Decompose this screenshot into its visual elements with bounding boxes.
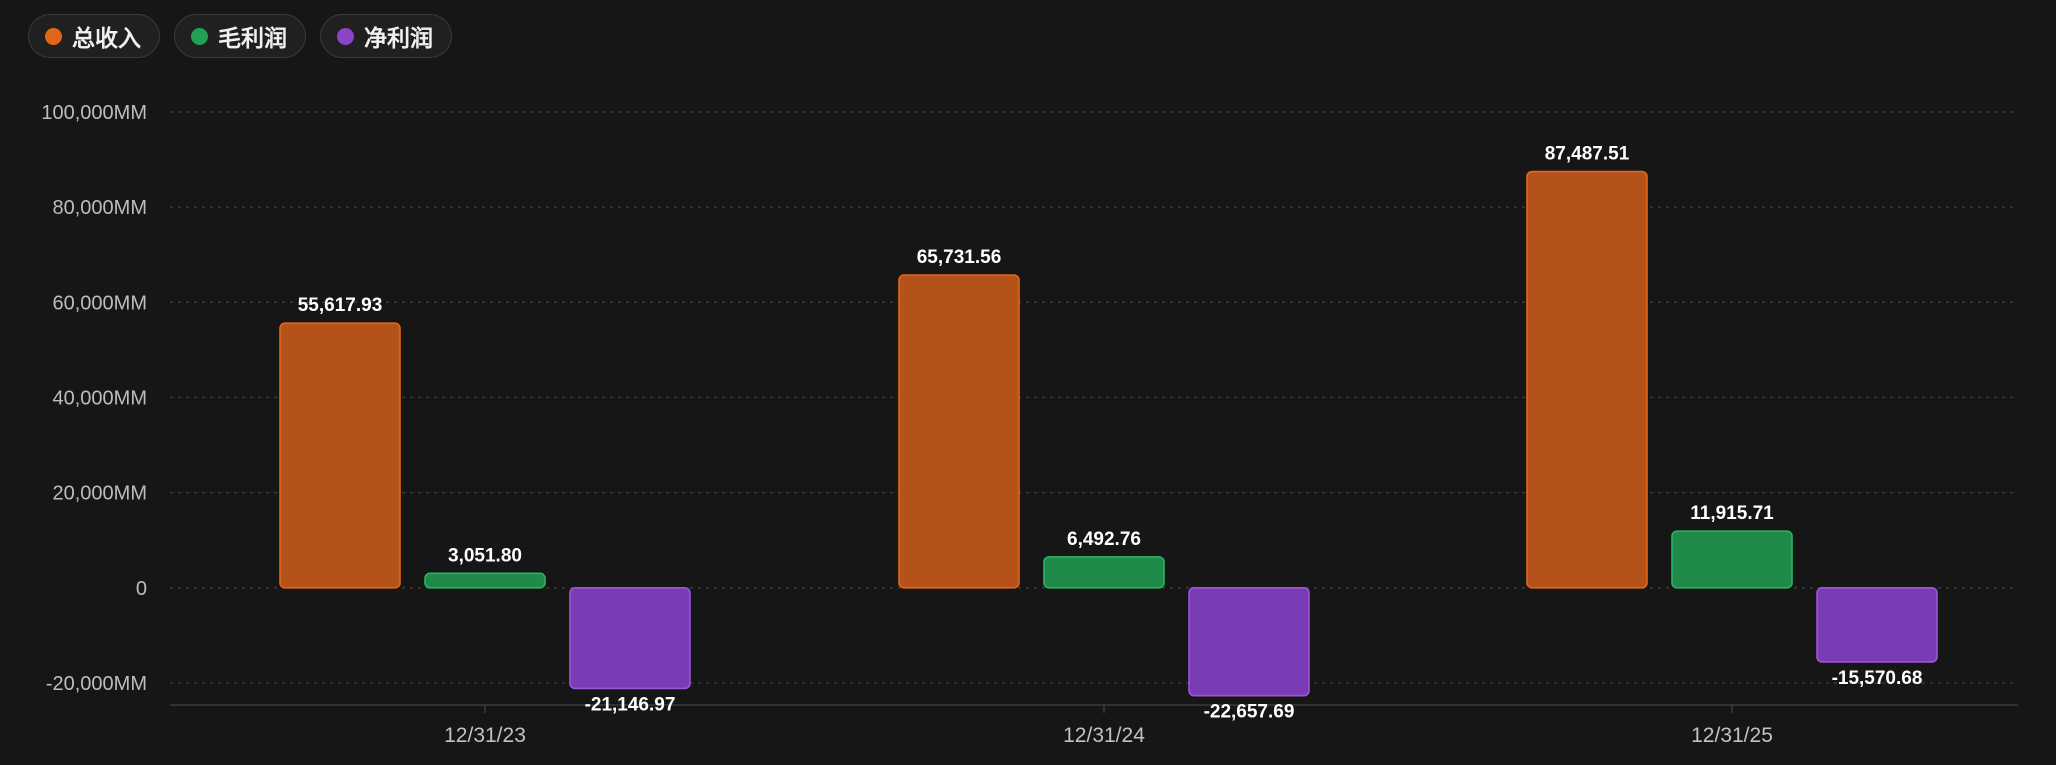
bar-net-profit <box>1188 587 1310 697</box>
data-label-net-profit: -21,146.97 <box>585 694 676 715</box>
y-tick-label: 0 <box>136 578 147 600</box>
y-tick-label: 80,000MM <box>53 197 148 219</box>
data-label-gross-profit: 3,051.80 <box>448 545 522 566</box>
legend-label-gross-profit: 毛利润 <box>218 26 287 52</box>
grid-layer <box>170 111 2018 684</box>
data-label-net-profit: -15,570.68 <box>1832 668 1923 689</box>
legend-dot-revenue-icon <box>45 27 62 45</box>
bars <box>279 170 1938 697</box>
y-tick-label: -20,000MM <box>46 673 147 695</box>
data-label-revenue: 55,617.93 <box>298 295 383 316</box>
legend-item-gross-profit[interactable]: 毛利润 <box>174 14 306 58</box>
bar-net-profit <box>1816 587 1938 663</box>
data-label-revenue: 65,731.56 <box>917 247 1002 268</box>
value-labels: 55,617.93 65,731.56 87,487.51 3,051.80 6,492… <box>298 144 1923 723</box>
x-axis: 12/31/23 12/31/24 12/31/25 <box>170 704 2018 747</box>
bar-revenue <box>279 322 401 589</box>
x-tick-label: 12/31/24 <box>1063 724 1145 747</box>
data-label-revenue: 87,487.51 <box>1545 144 1630 165</box>
bar-gross-profit <box>1671 530 1793 589</box>
data-label-net-profit: -22,657.69 <box>1204 702 1295 723</box>
bar-revenue <box>898 274 1020 589</box>
legend-label-net-profit: 净利润 <box>364 26 433 52</box>
y-tick-label: 20,000MM <box>53 483 148 505</box>
legend-item-net-profit[interactable]: 净利润 <box>320 14 452 58</box>
legend-dot-net-profit-icon <box>337 27 354 45</box>
y-tick-label: 100,000MM <box>41 102 147 124</box>
legend-item-revenue[interactable]: 总收入 <box>28 14 160 58</box>
y-tick-label: 40,000MM <box>53 388 148 410</box>
y-axis: 100,000MM 80,000MM 60,000MM 40,000MM 20,000M… <box>41 102 147 695</box>
data-label-gross-profit: 11,915.71 <box>1690 503 1774 524</box>
bar-gross-profit <box>1043 556 1165 589</box>
data-label-gross-profit: 6,492.76 <box>1067 529 1141 550</box>
bar-net-profit <box>569 587 691 690</box>
y-tick-label: 60,000MM <box>53 292 148 314</box>
bar-revenue <box>1526 170 1648 589</box>
legend-label-revenue: 总收入 <box>72 26 141 52</box>
x-tick-label: 12/31/23 <box>444 724 526 747</box>
legend: 总收入 毛利润 净利润 <box>28 14 452 58</box>
x-tick-label: 12/31/25 <box>1691 724 1773 747</box>
legend-dot-gross-profit-icon <box>191 27 208 45</box>
bar-gross-profit <box>424 572 546 589</box>
